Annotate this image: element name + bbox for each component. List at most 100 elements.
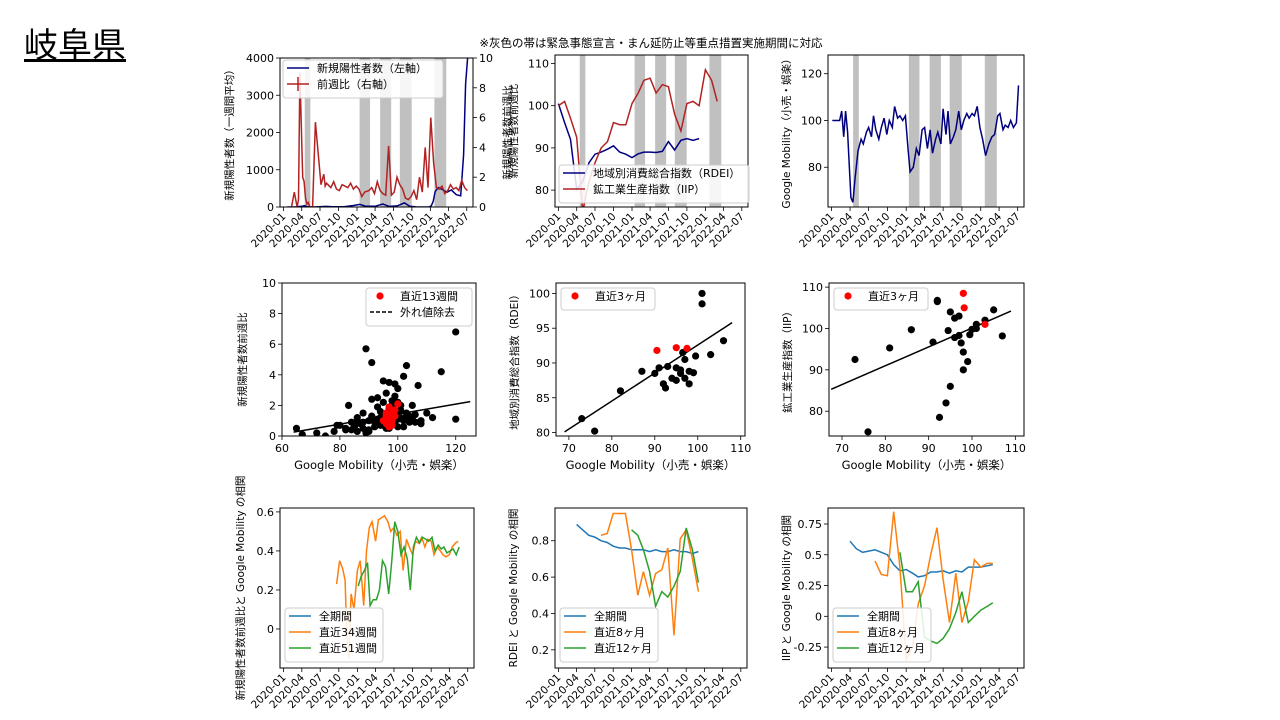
scatter-point	[402, 362, 411, 370]
scatter-point	[946, 382, 954, 390]
scatter-point	[292, 424, 301, 432]
y-tick-label: 0.6	[532, 571, 550, 584]
legend: 地域別消費総合指数（RDEI） 鉱工業生産指数（IIP）	[558, 164, 750, 204]
y-tick-label: 0.2	[532, 644, 550, 657]
legend-label: 前週比（右軸）	[317, 77, 394, 91]
y-tick-label: 0.6	[257, 506, 275, 519]
x-tick-label: 120	[445, 442, 466, 455]
chart-c5: 80 85 90 95 100 70 80 90 100 110 Google Mobility（小…	[508, 282, 751, 472]
legend-label: 直近13週間	[400, 289, 458, 303]
scatter-point	[907, 326, 915, 334]
shaded-band	[929, 55, 941, 207]
legend-label: 直近12ヶ月	[867, 641, 925, 655]
shaded-band	[359, 58, 371, 207]
scatter-point	[946, 308, 954, 316]
scatter-point	[400, 372, 408, 380]
y-tick-label: 0	[267, 201, 274, 214]
scatter-point	[864, 428, 872, 436]
scatter-point	[851, 355, 859, 364]
y-tick-label: 80	[535, 184, 549, 197]
x-tick-label: 100	[687, 442, 708, 455]
y-right-tick-label: 2	[479, 171, 486, 184]
x-tick-label: 100	[387, 442, 408, 455]
y-tick-label: 90	[536, 357, 550, 370]
y-tick-label: 110	[802, 281, 823, 294]
x-tick-label: 80	[333, 442, 347, 455]
scatter-point	[933, 296, 941, 304]
shaded-band	[853, 55, 859, 207]
legend-marker	[571, 292, 579, 300]
plot-frame	[828, 282, 1025, 437]
scatter-point	[391, 392, 399, 400]
y-tick-label: 90	[809, 364, 823, 377]
legend-box	[833, 287, 929, 311]
plot-frame	[554, 507, 748, 669]
shaded-band	[399, 58, 412, 207]
legend-label: 直近12ヶ月	[594, 641, 652, 655]
scatter-point	[929, 338, 937, 346]
scatter-point	[362, 345, 370, 353]
y-tick-label: 2000	[246, 127, 274, 140]
legend-box	[365, 287, 473, 327]
x-axis-label: Google Mobility（小売・娯楽）	[294, 458, 464, 472]
charts-layer: 0100020003000400002468102020-012020-0420…	[223, 52, 1026, 711]
legend-label: 直近3ヶ月	[868, 289, 919, 303]
scatter-point	[672, 376, 680, 384]
legend-marker	[844, 292, 852, 300]
scatter-point-recent	[385, 403, 393, 411]
scatter-point	[368, 395, 376, 403]
y-axis-label: 新規陽性者数前週比	[236, 312, 249, 407]
plot-frame	[279, 507, 475, 669]
plot-frame	[281, 282, 477, 437]
scatter-point	[344, 401, 353, 409]
y-tick-label: 0.4	[257, 545, 275, 558]
chart-c4: 0 2 4 6 8 10 60 80 100 120 Google Mobility（小売・娯楽） 新…	[236, 277, 477, 472]
plot-frame	[555, 282, 746, 437]
chart-c8: 0.20.40.60.82020-012020-042020-072020-10…	[507, 507, 748, 711]
series-line-1	[290, 72, 468, 207]
scatter-point	[886, 344, 894, 352]
fit-line	[564, 322, 733, 433]
scatter-point	[959, 366, 967, 374]
scatter-point	[414, 381, 422, 390]
scatter-point	[959, 348, 967, 356]
x-tick-label: 70	[562, 442, 576, 455]
legend-box	[560, 287, 656, 311]
y-tick-label: 0.2	[257, 584, 275, 597]
y-axis-label: 新規陽性者数前週比	[507, 84, 520, 179]
scatter-point	[379, 377, 387, 385]
plot-frame	[279, 57, 474, 208]
scatter-point	[379, 398, 387, 406]
scatter-point	[664, 362, 672, 371]
plot-frame	[827, 507, 1025, 669]
plot-frame	[827, 54, 1025, 208]
legend-label: 地域別消費総合指数（RDEI）	[593, 166, 740, 180]
y-right-tick-label: 8	[479, 82, 486, 95]
shaded-band	[634, 55, 646, 207]
x-tick-label: 90	[648, 442, 662, 455]
y-tick-label: 110	[528, 57, 549, 70]
plot-frame	[554, 54, 749, 208]
y-axis-label: 鉱工業生産指数（IIP）	[781, 306, 794, 413]
y-axis-label: 新規陽性者数（一週間平均）	[223, 64, 236, 201]
series-line-1	[874, 511, 993, 663]
y-tick-label: 100	[528, 100, 549, 113]
scatter-point	[638, 367, 646, 375]
series-line-2	[357, 521, 460, 609]
y-tick-label: 8	[269, 308, 276, 321]
scatter-point	[400, 423, 408, 431]
scatter-point	[373, 394, 382, 402]
y-axis-label: RDEI と Google Mobility の相関	[507, 509, 520, 668]
legend: 直近3ヶ月	[833, 287, 929, 311]
y-right-tick-label: 6	[479, 112, 486, 125]
y-tick-label: 0.5	[805, 549, 823, 562]
shaded-band	[434, 58, 447, 207]
legend-box	[282, 59, 444, 99]
y-tick-label: 100	[801, 114, 822, 127]
y-axis-label: 地域別消費総合指数（RDEI）	[508, 289, 521, 430]
y-tick-label: -0.25	[794, 641, 822, 654]
x-tick-label: 80	[605, 442, 619, 455]
scatter-point	[955, 312, 963, 320]
